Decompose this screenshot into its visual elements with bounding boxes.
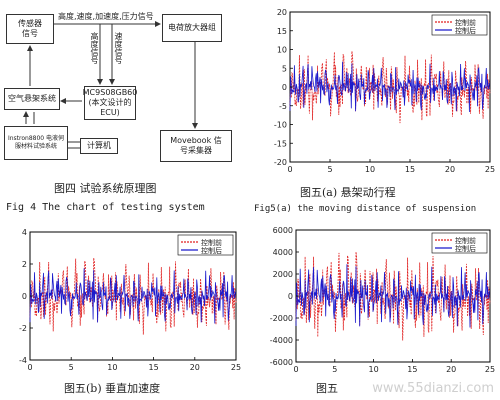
sensor-box: 传感器 信号 <box>6 14 54 44</box>
y-tick-label: 10 <box>277 46 287 55</box>
series-line-after <box>289 61 491 113</box>
y-tick-label: -20 <box>274 158 287 167</box>
computer-box: 计算机 <box>80 138 118 154</box>
x-tick-label: 10 <box>107 363 117 372</box>
legend-label: 控制后 <box>201 246 222 255</box>
x-tick-label: 20 <box>445 165 455 174</box>
y-tick-label: 5 <box>282 64 287 73</box>
y-tick-label: -2000 <box>270 314 293 323</box>
chart-c: -6000 -4000 -2000 0 2000 4000 6000 0 5 10 15 20 25 控制… <box>270 226 495 374</box>
y-tick-label: 4000 <box>273 248 293 257</box>
x-tick-label: 25 <box>485 165 495 174</box>
y-tick-label: -2 <box>19 324 27 333</box>
chart-a-panel: -20 -15 -10 -5 0 5 10 15 20 0 5 10 15 20 25 控制前 控制后 图五(a… <box>250 0 500 220</box>
x-tick-label: 5 <box>327 165 332 174</box>
x-tick-label: 25 <box>231 363 241 372</box>
movebook-box: Movebook 信 号采集器 <box>160 130 232 162</box>
air-suspension-box: 空气悬架系统 <box>4 88 60 110</box>
y-tick-label: 2000 <box>273 270 293 279</box>
y-tick-label: 0 <box>282 83 287 92</box>
chart-c-caption-cn: 图五 <box>316 382 338 395</box>
instron-box: Instron8800 电液伺 服材料试验系统 <box>4 126 68 160</box>
x-tick-label: 15 <box>407 365 417 374</box>
y-tick-label: -5 <box>279 102 287 111</box>
y-tick-label: 6000 <box>273 226 293 235</box>
height-speed-label: 高度信号 <box>90 32 99 64</box>
x-tick-label: 20 <box>446 365 456 374</box>
chart-a-caption-en: Fig5(a) the moving distance of suspensio… <box>254 204 477 214</box>
y-tick-label: 2 <box>22 260 27 269</box>
y-tick-label: 0 <box>22 292 27 301</box>
y-tick-label: -4 <box>19 356 27 365</box>
y-tick-label: 15 <box>277 27 287 36</box>
chart-a-caption-cn: 图五(a) 悬架动行程 <box>300 186 396 199</box>
x-tick-label: 20 <box>190 363 200 372</box>
y-tick-label: -15 <box>274 139 287 148</box>
legend-label: 控制前 <box>455 18 476 27</box>
legend-label: 控制前 <box>455 236 476 245</box>
speed-label: 速度信号 <box>114 32 123 64</box>
signal-label: 高度,速度,加速度,压力信号 <box>58 12 154 21</box>
y-tick-label: -6000 <box>270 358 293 367</box>
y-tick-label: -10 <box>274 121 287 130</box>
x-tick-label: 0 <box>27 363 32 372</box>
x-tick-label: 15 <box>149 363 159 372</box>
y-tick-label: 20 <box>277 8 287 17</box>
y-tick-label: -4000 <box>270 336 293 345</box>
amplifier-box: 电荷放大器组 <box>162 14 222 42</box>
figure4-connectors <box>23 21 198 149</box>
series-line-after <box>295 264 491 328</box>
y-tick-label: 4 <box>22 228 27 237</box>
chart-c-panel: -6000 -4000 -2000 0 2000 4000 6000 0 5 10 15 20 25 控制… <box>250 222 500 400</box>
x-tick-label: 15 <box>405 165 415 174</box>
x-tick-label: 10 <box>365 165 375 174</box>
figure4-caption-en: Fig 4 The chart of testing system <box>6 202 205 213</box>
x-tick-label: 0 <box>293 365 298 374</box>
chart-b-panel: -4 -2 0 2 4 0 5 10 15 20 25 控制前 控制后 图五(b) 垂直加速度 <box>0 222 250 400</box>
legend-label: 控制后 <box>455 26 476 35</box>
x-tick-label: 5 <box>69 363 74 372</box>
x-tick-label: 5 <box>332 365 337 374</box>
legend-label: 控制后 <box>455 244 476 253</box>
x-tick-label: 0 <box>287 165 292 174</box>
x-tick-label: 10 <box>369 365 379 374</box>
mcu-box: MC9S08GB60 (本文设计的 ECU) <box>83 86 137 120</box>
figure4-diagram: 传感器 信号 电荷放大器组 空气悬架系统 MC9S08GB60 (本文设计的 E… <box>0 0 250 220</box>
figure4-caption-cn: 图四 试验系统原理图 <box>54 182 157 195</box>
chart-b-caption-cn: 图五(b) 垂直加速度 <box>64 382 161 395</box>
y-tick-label: 0 <box>288 292 293 301</box>
watermark-text: www.55dianzi.com <box>372 381 494 396</box>
legend-label: 控制前 <box>201 238 222 247</box>
x-tick-label: 25 <box>485 365 495 374</box>
series-line-after <box>29 268 236 324</box>
